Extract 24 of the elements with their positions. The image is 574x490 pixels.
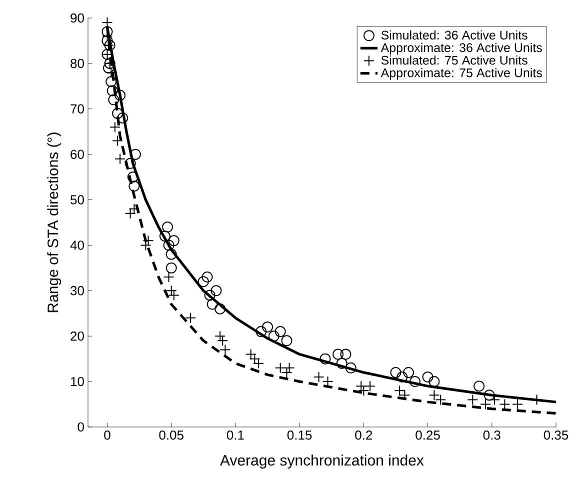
x-tick-label: 0.05 [159,430,184,440]
y-tick-label: 60 [70,150,84,159]
y-tick-label: 30 [70,286,84,296]
x-tick-label: 0.25 [416,430,440,440]
x-tick-label: 0.35 [544,430,568,440]
y-tick-label: 40 [70,240,84,250]
legend-label: Approximate: 36 Active Units [380,42,542,55]
y-tick-label: 50 [70,195,84,204]
y-axis-title: Range of STA directions (°) [47,132,62,312]
y-tick-label: 70 [70,104,84,114]
y-tick-label: 80 [70,58,84,68]
x-tick-label: 0.2 [355,430,372,440]
legend-label: Simulated: 36 Active Units [381,30,528,40]
y-tick-label: 20 [70,331,84,341]
legend-label: Approximate: 75 Active Units [380,68,542,80]
x-tick-label: 0.1 [226,430,244,440]
y-tick-label: 90 [70,13,84,23]
y-tick-label: 10 [71,376,84,386]
x-tick-label: 0 [104,430,110,440]
x-tick-label: 0.15 [287,430,312,440]
legend-label: Simulated: 75 Active Units [381,55,528,65]
y-tick-label: 0 [78,422,84,432]
x-tick-label: 0.3 [483,430,500,440]
x-axis-title: Average synchronization index [220,454,424,469]
